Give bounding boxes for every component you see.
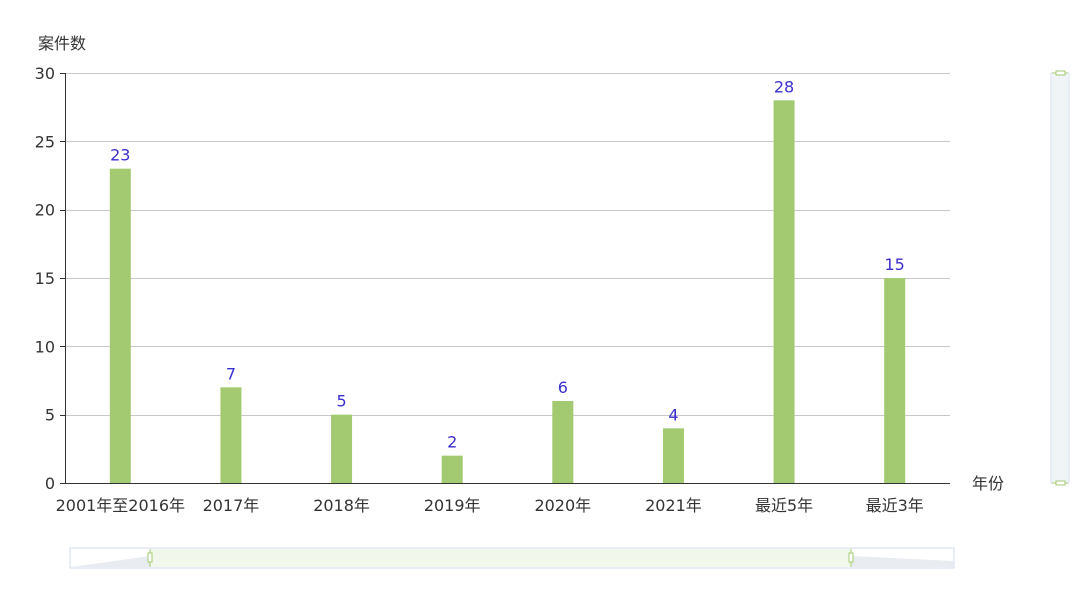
x-tick-label: 最近3年 (866, 496, 924, 515)
y-zoom-handle-bottom[interactable] (1052, 480, 1068, 486)
bar[interactable] (884, 278, 906, 483)
data-label: 5 (336, 392, 346, 411)
x-zoom-selection[interactable] (150, 549, 851, 567)
x-axis-ticks: 2001年至2016年 2017年 2018年 2019年 2020年 2021年 最近5年… (56, 496, 924, 515)
y-tick-label: 30 (35, 64, 55, 83)
x-zoom-handle-left[interactable] (147, 549, 153, 567)
y-zoom-slider[interactable] (1050, 70, 1070, 486)
x-zoom-slider[interactable] (69, 547, 955, 569)
x-tick-label: 最近5年 (755, 496, 813, 515)
grid-lines (65, 73, 950, 416)
bar[interactable] (331, 414, 353, 483)
data-label: 2 (447, 433, 457, 452)
data-label: 23 (110, 146, 130, 165)
y-zoom-selection[interactable] (1052, 74, 1068, 482)
bar[interactable] (773, 100, 795, 483)
x-zoom-preview-right (851, 556, 953, 567)
data-label: 4 (668, 405, 678, 424)
x-zoom-track (69, 547, 955, 569)
x-tick-label: 2020年 (534, 496, 591, 515)
data-label: 15 (885, 255, 905, 274)
bar[interactable] (109, 168, 131, 483)
y-tick-label: 5 (45, 406, 55, 425)
y-tick-label: 10 (35, 337, 55, 356)
bar[interactable] (662, 428, 684, 483)
bar[interactable] (552, 401, 574, 483)
y-tick-label: 20 (35, 201, 55, 220)
bar[interactable] (220, 387, 242, 483)
data-labels: 23 7 5 2 6 4 28 15 (110, 77, 905, 451)
y-axis-title: 案件数 (38, 34, 86, 53)
data-label: 7 (226, 364, 236, 383)
x-zoom-handle-right[interactable] (848, 549, 854, 567)
data-label: 6 (558, 378, 568, 397)
x-tick-label: 2019年 (424, 496, 481, 515)
data-label: 28 (774, 77, 794, 96)
y-tick-label: 15 (35, 269, 55, 288)
x-tick-label: 2021年 (645, 496, 702, 515)
bars (109, 100, 906, 483)
bar[interactable] (441, 455, 463, 483)
y-zoom-handle-top[interactable] (1052, 70, 1068, 76)
y-tick-label: 25 (35, 132, 55, 151)
x-tick-label: 2018年 (313, 496, 370, 515)
y-tick-label: 0 (45, 474, 55, 493)
axes (65, 73, 950, 484)
x-tick-label: 2017年 (203, 496, 260, 515)
y-axis-ticks: 0 5 10 15 20 25 30 (35, 64, 65, 493)
x-zoom-preview (71, 556, 150, 567)
x-axis-title: 年份 (972, 474, 1004, 493)
x-tick-label: 2001年至2016年 (56, 496, 185, 515)
